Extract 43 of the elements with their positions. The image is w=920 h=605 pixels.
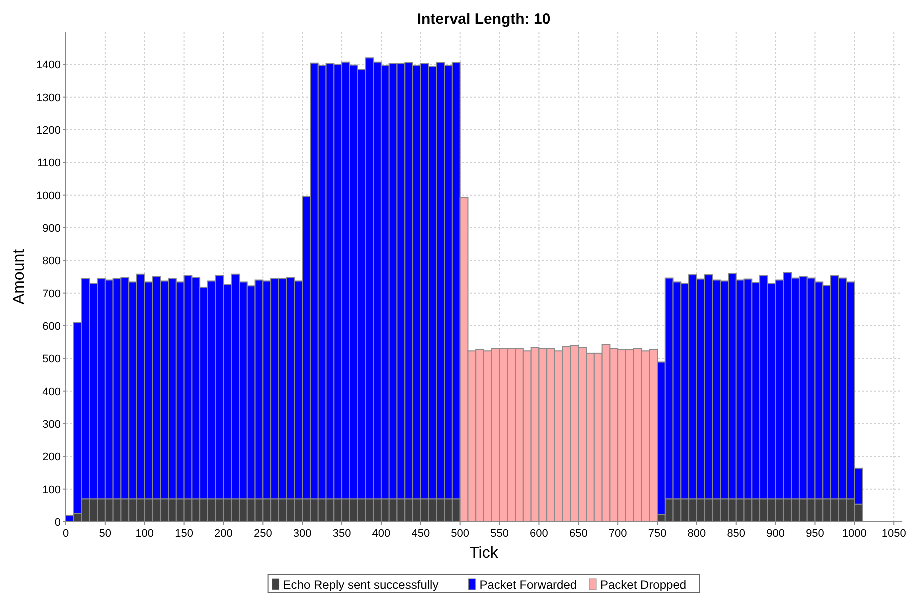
y-tick-label: 600 [42,321,61,333]
x-tick-label: 950 [806,528,824,540]
x-tick-label: 600 [530,528,548,540]
y-axis-title: Amount [11,248,28,305]
y-tick-label: 0 [54,517,61,529]
x-tick-label: 750 [648,528,667,540]
y-tick-label: 1400 [36,60,61,72]
x-axis-title: Tick [470,545,500,562]
x-tick-label: 850 [727,528,746,540]
x-tick-label: 400 [372,528,391,540]
y-tick-label: 1200 [36,125,61,137]
y-tick-label: 900 [42,223,61,235]
x-tick-label: 700 [608,528,628,540]
y-tick-label: 1300 [36,92,61,104]
y-tick-label: 400 [42,386,61,398]
x-tick-label: 900 [766,528,785,540]
y-tick-label: 700 [42,288,61,300]
x-tick-label: 200 [214,528,233,540]
x-tick-label: 100 [136,528,154,540]
y-tick-label: 200 [42,452,61,464]
x-tick-label: 1050 [882,528,906,540]
x-tick-label: 50 [99,528,112,540]
y-tick-label: 300 [42,419,61,431]
x-tick-label: 0 [62,528,70,540]
x-tick-label: 250 [254,528,272,540]
y-tick-label: 1100 [37,158,61,170]
x-tick-label: 450 [412,528,430,540]
y-tick-label: 100 [42,484,61,496]
x-tick-label: 550 [490,528,509,540]
y-tick-label: 800 [42,256,61,268]
x-tick-label: 650 [569,528,588,540]
legend-label: Packet Forwarded [480,578,578,592]
y-tick-label: 500 [42,354,61,366]
y-tick-label: 1000 [36,190,61,202]
legend-label: Packet Dropped [600,578,687,592]
x-tick-label: 300 [293,528,312,540]
x-tick-label: 350 [332,528,352,540]
x-tick-label: 800 [688,528,706,540]
x-tick-label: 500 [451,528,470,540]
x-tick-label: 1000 [842,528,867,540]
x-tick-label: 150 [175,528,194,540]
legend-label: Echo Reply sent successfully [283,578,439,592]
chart-title: Interval Length: 10 [417,11,551,28]
